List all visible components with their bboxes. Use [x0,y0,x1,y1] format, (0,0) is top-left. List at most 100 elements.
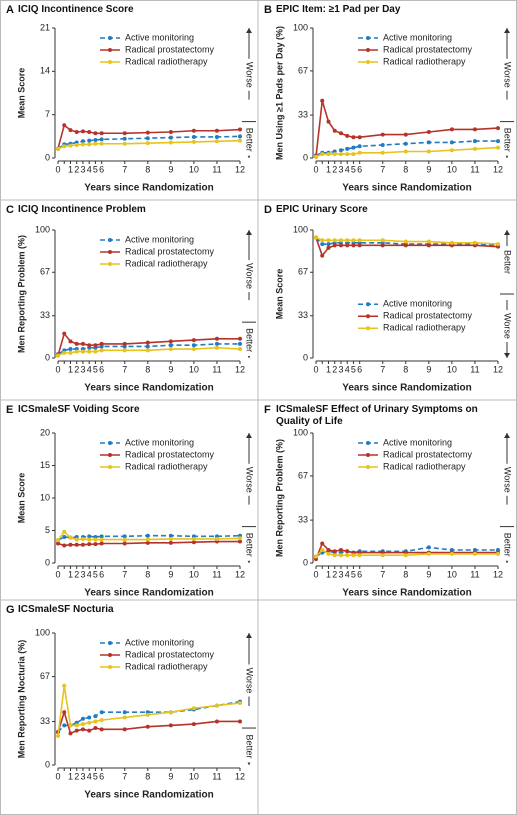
data-point [80,536,85,541]
x-tick-label: 0 [313,164,318,174]
x-tick-label: 6 [99,164,104,174]
legend-marker [366,48,370,52]
data-point [320,548,325,552]
data-point [320,253,325,258]
data-point [426,239,431,244]
data-point [68,143,73,148]
x-tick-label: 11 [470,569,479,579]
legend-marker [108,453,112,457]
legend-label: Active monitoring [383,437,452,447]
panel-title: EPIC Urinary Score [276,204,368,215]
data-point [357,238,362,243]
legend-marker [366,302,370,307]
data-point [168,347,173,352]
data-point [449,140,454,145]
data-point [168,130,173,134]
legend-marker [108,262,112,266]
y-tick-label: 33 [298,514,308,524]
x-tick-label: 5 [351,569,356,579]
legend-label: Active monitoring [125,437,194,447]
data-point [332,243,337,248]
data-point [214,536,219,541]
data-point [345,553,350,558]
data-point [56,541,60,546]
x-tick-label: 6 [99,771,104,781]
legend-label: Radical prostatectomy [383,311,473,321]
data-point [238,539,242,544]
annotation: Worse [245,263,255,289]
data-point [145,712,150,717]
legend-label: Radical radiotherapy [383,323,466,333]
data-point [122,141,127,146]
data-point [357,144,362,149]
data-point [74,723,79,728]
series-line [57,343,240,355]
x-tick-label: 12 [493,164,503,174]
data-point [62,144,67,149]
data-point [357,243,362,248]
x-tick-label: 1 [68,771,73,781]
data-point [122,710,127,715]
x-tick-label: 2 [74,569,79,579]
y-axis-title: Mean Score [274,269,284,320]
data-point [168,533,173,538]
data-point [191,128,196,133]
x-tick-label: 1 [68,569,73,579]
data-point [320,242,325,247]
annotation-bg [243,58,255,91]
panel-title: ICSmaleSF Effect of Urinary Symptoms on … [276,404,478,427]
data-point [403,243,408,248]
data-point [122,341,127,346]
data-point [380,143,385,147]
data-point [326,238,331,243]
y-axis-title: Men Reporting Nocturia (%) [16,640,26,759]
data-point [351,243,356,248]
data-point [68,731,73,736]
data-point [345,133,350,138]
arrow-head [246,633,252,638]
data-point [80,727,85,732]
x-tick-label: 9 [426,164,431,174]
x-tick-label: 10 [447,569,457,579]
x-axis-title: Years since Randomization [342,588,472,599]
legend-label: Radical prostatectomy [383,449,473,459]
x-tick-label: 6 [99,364,104,374]
data-point [238,127,242,132]
data-point [93,131,98,136]
x-tick-label: 6 [357,569,362,579]
data-point [426,130,431,134]
x-tick-label: 11 [212,364,221,374]
data-point [62,683,67,688]
data-point [238,700,242,705]
legend-marker [366,36,370,40]
annotation: Better [245,328,255,352]
x-tick-label: 1 [326,569,331,579]
y-tick-label: 100 [35,627,50,637]
data-point [99,537,104,542]
data-point [168,135,173,140]
data-point [87,130,92,134]
data-point [403,553,408,558]
x-tick-label: 3 [80,364,85,374]
legend-marker [108,48,112,52]
x-tick-label: 2 [332,364,337,374]
data-point [62,710,67,715]
x-tick-label: 3 [80,771,85,781]
data-point [168,343,173,348]
x-tick-label: 9 [168,364,173,374]
y-tick-label: 67 [40,671,50,681]
y-tick-label: 7 [45,109,50,119]
y-tick-label: 67 [298,65,308,75]
x-tick-label: 12 [493,364,503,374]
legend-marker [108,665,112,669]
data-point [314,235,318,240]
x-tick-label: 3 [80,569,85,579]
data-point [426,140,431,145]
legend-label: Radical radiotherapy [125,56,208,66]
annotation: Better [245,128,255,152]
y-tick-label: 100 [293,427,308,437]
legend-marker [108,238,112,242]
y-axis-title: Mean Score [16,473,26,524]
legend-label: Radical radiotherapy [125,461,208,471]
y-tick-label: 0 [303,352,308,362]
